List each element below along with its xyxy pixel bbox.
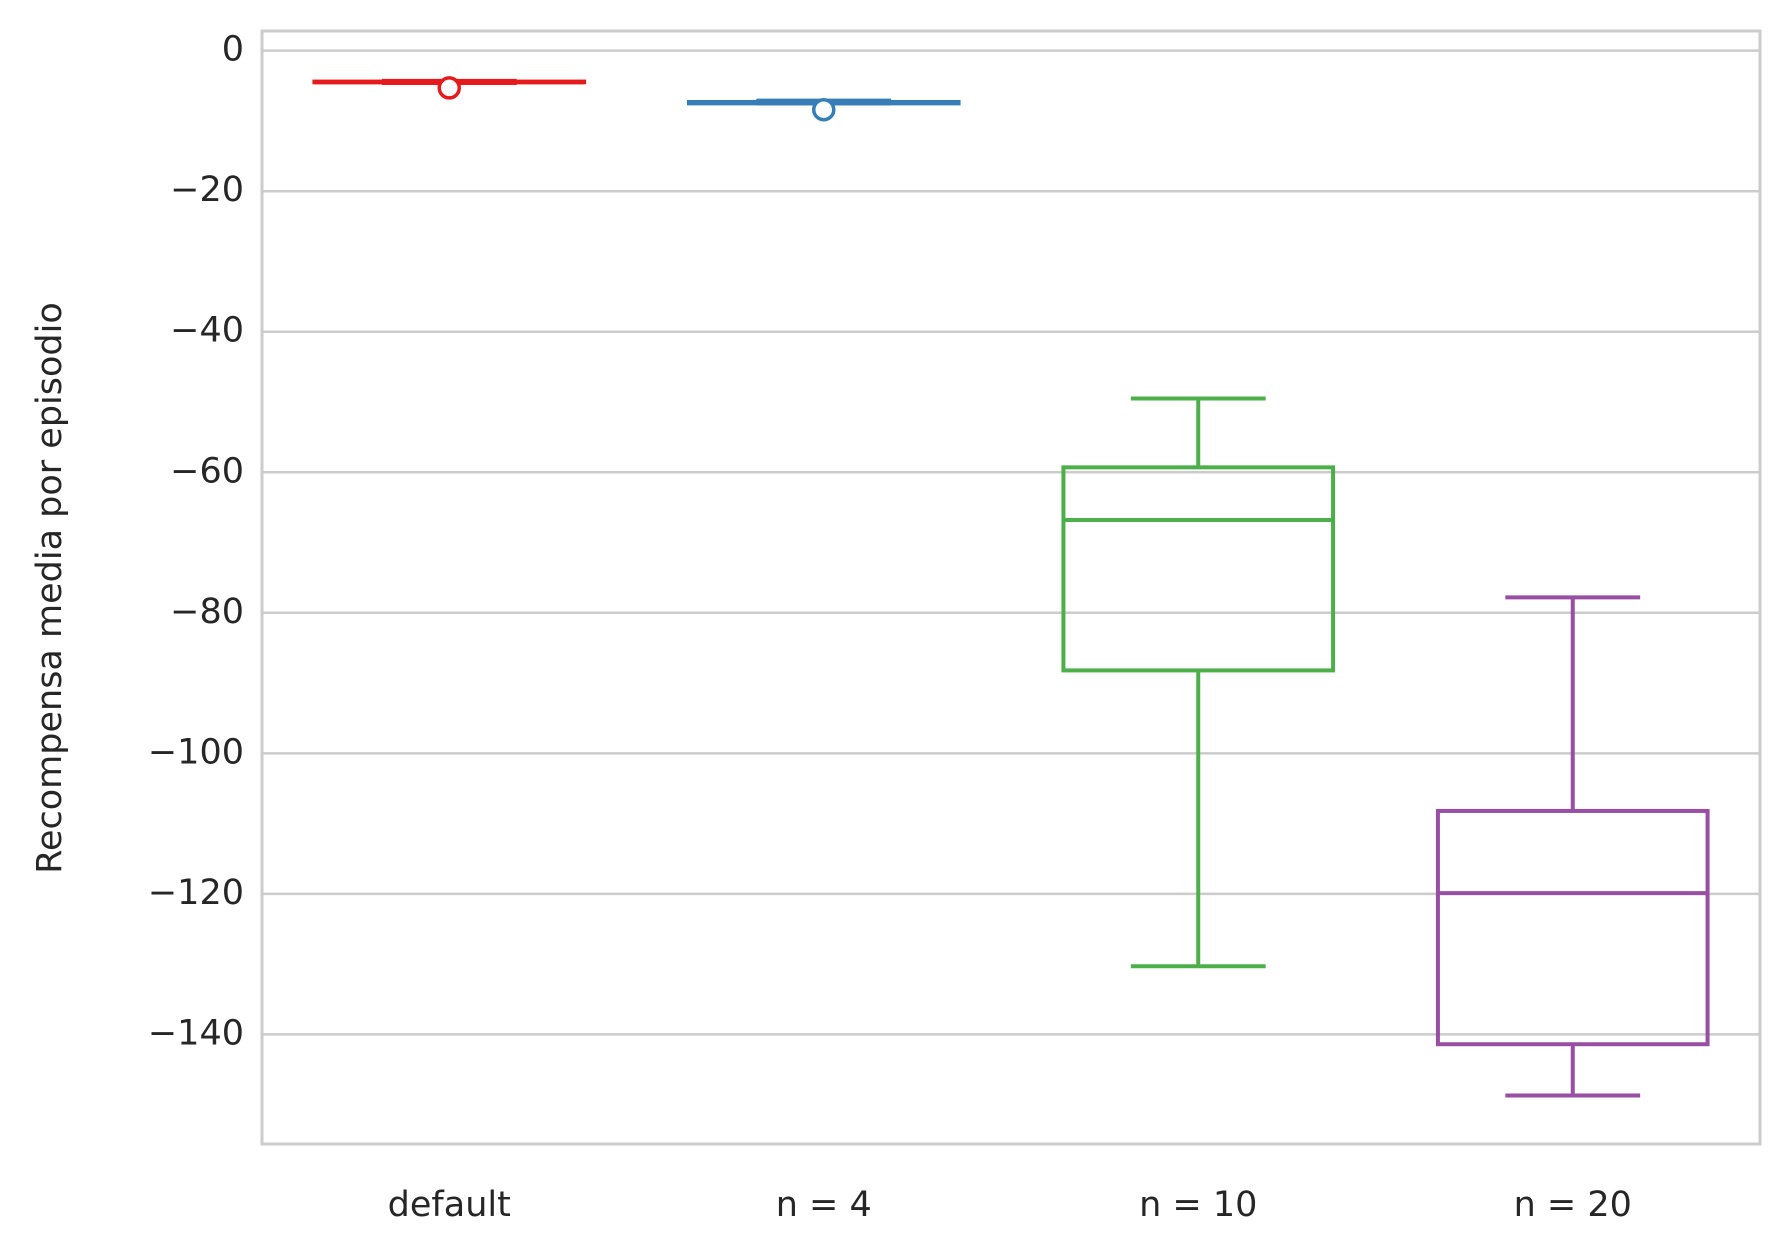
- x-tick-label: n = 4: [776, 1185, 872, 1225]
- x-tick-label: n = 20: [1514, 1185, 1632, 1225]
- y-tick-label: −20: [170, 170, 244, 210]
- plot-frame: [260, 29, 1762, 1146]
- outlier: [437, 76, 461, 100]
- x-tick-label: default: [388, 1185, 511, 1225]
- y-tick-label: 0: [222, 30, 244, 70]
- y-axis-label: Recompensa media por episodio: [30, 302, 70, 874]
- outlier: [812, 97, 836, 122]
- y-tick-label: −80: [170, 592, 244, 632]
- y-tick-label: −140: [148, 1013, 244, 1053]
- y-tick-label: −100: [148, 732, 244, 772]
- y-tick-label: −40: [170, 311, 244, 351]
- box: [1435, 808, 1710, 1047]
- box: [1061, 465, 1336, 673]
- x-tick-label: n = 10: [1139, 1185, 1257, 1225]
- y-tick-label: −60: [170, 451, 244, 491]
- y-tick-label: −120: [148, 873, 244, 913]
